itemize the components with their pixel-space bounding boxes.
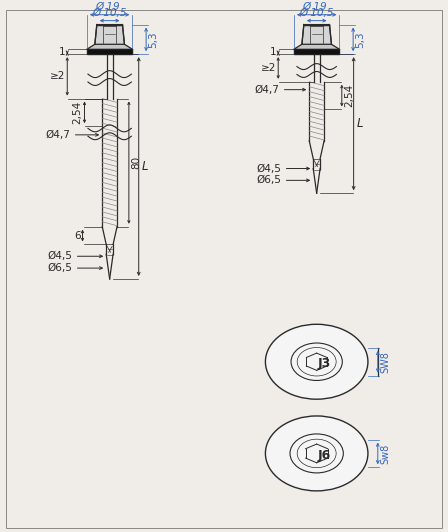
Polygon shape — [87, 49, 132, 54]
Text: Ø4,7: Ø4,7 — [46, 130, 71, 140]
Text: ≥2: ≥2 — [261, 63, 276, 73]
Text: ≥2: ≥2 — [50, 71, 65, 81]
Text: J3: J3 — [318, 357, 331, 370]
Polygon shape — [87, 44, 132, 49]
Ellipse shape — [265, 416, 368, 491]
Text: L: L — [142, 160, 148, 173]
Text: Ø4,7: Ø4,7 — [255, 85, 280, 95]
Text: Ø4,5: Ø4,5 — [48, 251, 73, 261]
Polygon shape — [294, 49, 339, 54]
Text: Ø 10,5: Ø 10,5 — [299, 7, 334, 18]
Text: J6: J6 — [318, 449, 331, 462]
Text: 5,3: 5,3 — [355, 31, 365, 48]
Text: Ø4,5: Ø4,5 — [257, 163, 282, 173]
Text: Ø 19: Ø 19 — [302, 2, 327, 12]
Text: Sw8: Sw8 — [381, 443, 391, 463]
Text: 5,3: 5,3 — [148, 31, 158, 48]
Text: Ø6,5: Ø6,5 — [48, 263, 73, 273]
Polygon shape — [302, 24, 332, 44]
Polygon shape — [294, 44, 339, 49]
Ellipse shape — [265, 325, 368, 399]
Text: 2,54: 2,54 — [73, 101, 82, 124]
Text: Ø 19: Ø 19 — [95, 2, 120, 12]
Text: L: L — [357, 117, 363, 130]
Text: 80: 80 — [131, 156, 141, 169]
Text: 1: 1 — [270, 47, 276, 57]
Text: SW8: SW8 — [381, 351, 391, 373]
Text: Ø6,5: Ø6,5 — [257, 176, 282, 185]
Polygon shape — [95, 24, 125, 44]
Text: 1: 1 — [59, 47, 65, 57]
Text: 6: 6 — [74, 230, 81, 240]
Text: 2,54: 2,54 — [344, 84, 354, 107]
Text: Ø 10,5: Ø 10,5 — [92, 7, 127, 18]
